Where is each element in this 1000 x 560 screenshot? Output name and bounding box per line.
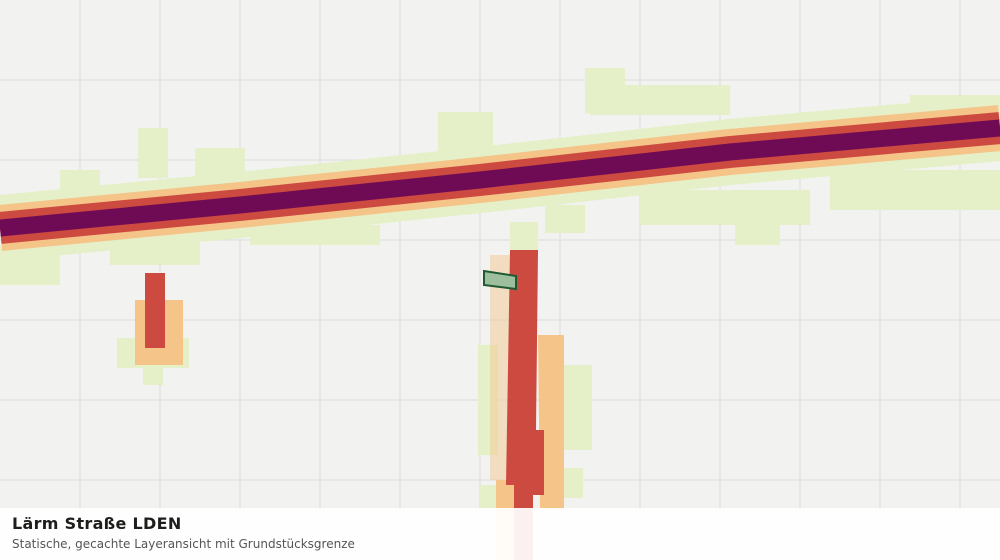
layer-subtitle: Statische, gecachte Layeransicht mit Gru… (12, 537, 355, 551)
legend-panel: Lärm Straße LDEN Statische, gecachte Lay… (0, 508, 1000, 560)
layer-title: Lärm Straße LDEN (12, 514, 182, 533)
noise-band-lines (0, 95, 1000, 261)
parcel-boundary[interactable] (483, 269, 517, 291)
noise-band-side-road (135, 250, 564, 560)
